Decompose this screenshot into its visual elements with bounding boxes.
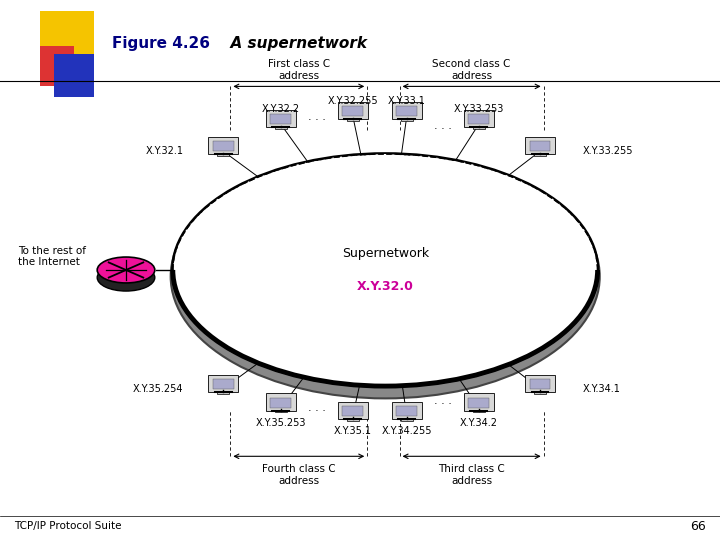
Ellipse shape — [171, 154, 600, 399]
Text: 66: 66 — [690, 520, 706, 533]
Text: X.Y.34.1: X.Y.34.1 — [583, 384, 621, 394]
Text: First class C
address: First class C address — [268, 59, 330, 81]
Text: · · ·: · · · — [434, 124, 451, 133]
Text: X.Y.35.1: X.Y.35.1 — [334, 426, 372, 436]
Text: Figure 4.26: Figure 4.26 — [112, 36, 210, 51]
FancyBboxPatch shape — [266, 110, 296, 127]
FancyBboxPatch shape — [396, 106, 418, 116]
FancyBboxPatch shape — [468, 114, 490, 124]
FancyBboxPatch shape — [208, 137, 238, 154]
Ellipse shape — [173, 154, 598, 386]
Text: A supernetwork: A supernetwork — [220, 36, 366, 51]
Text: X.Y.33.253: X.Y.33.253 — [454, 104, 504, 114]
FancyBboxPatch shape — [473, 126, 485, 129]
FancyBboxPatch shape — [534, 391, 546, 394]
FancyBboxPatch shape — [392, 402, 422, 419]
FancyBboxPatch shape — [342, 106, 364, 116]
FancyBboxPatch shape — [534, 153, 546, 156]
Bar — [40, 46, 74, 86]
Text: X.Y.35.253: X.Y.35.253 — [256, 418, 306, 428]
Text: Third class C
address: Third class C address — [438, 464, 505, 486]
Bar — [40, 11, 94, 57]
FancyBboxPatch shape — [266, 394, 296, 411]
FancyBboxPatch shape — [347, 118, 359, 121]
FancyBboxPatch shape — [338, 102, 368, 119]
Text: X.Y.34.255: X.Y.34.255 — [382, 426, 432, 436]
Text: · · ·: · · · — [434, 399, 451, 409]
Ellipse shape — [97, 264, 155, 291]
FancyBboxPatch shape — [208, 375, 238, 392]
Text: X.Y.33.255: X.Y.33.255 — [583, 146, 634, 156]
FancyBboxPatch shape — [212, 141, 234, 151]
Ellipse shape — [173, 154, 598, 386]
FancyBboxPatch shape — [473, 410, 485, 413]
FancyBboxPatch shape — [468, 398, 490, 408]
Text: X.Y.32.2: X.Y.32.2 — [262, 104, 300, 114]
Text: To the rest of
the Internet: To the rest of the Internet — [18, 246, 86, 267]
Bar — [54, 54, 94, 97]
Text: X.Y.32.0: X.Y.32.0 — [357, 280, 413, 293]
FancyBboxPatch shape — [396, 406, 418, 416]
Text: X.Y.35.254: X.Y.35.254 — [133, 384, 184, 394]
FancyBboxPatch shape — [525, 375, 555, 392]
FancyBboxPatch shape — [347, 418, 359, 421]
Text: · · ·: · · · — [308, 115, 325, 125]
FancyBboxPatch shape — [275, 126, 287, 129]
Ellipse shape — [97, 257, 155, 283]
FancyBboxPatch shape — [401, 118, 413, 121]
Text: X.Y.33.1: X.Y.33.1 — [388, 96, 426, 106]
Text: Fourth class C
address: Fourth class C address — [262, 464, 336, 486]
FancyBboxPatch shape — [338, 402, 368, 419]
Text: · · ·: · · · — [308, 407, 325, 416]
FancyBboxPatch shape — [529, 141, 551, 151]
FancyBboxPatch shape — [401, 418, 413, 421]
FancyBboxPatch shape — [342, 406, 364, 416]
FancyBboxPatch shape — [275, 410, 287, 413]
Text: Supernetwork: Supernetwork — [341, 247, 429, 260]
FancyBboxPatch shape — [392, 102, 422, 119]
Text: TCP/IP Protocol Suite: TCP/IP Protocol Suite — [14, 522, 122, 531]
FancyBboxPatch shape — [217, 391, 229, 394]
Text: Second class C
address: Second class C address — [433, 59, 510, 81]
FancyBboxPatch shape — [217, 153, 229, 156]
FancyBboxPatch shape — [270, 398, 292, 408]
FancyBboxPatch shape — [529, 379, 551, 389]
FancyBboxPatch shape — [464, 110, 494, 127]
FancyBboxPatch shape — [270, 114, 292, 124]
Text: X.Y.32.1: X.Y.32.1 — [145, 146, 184, 156]
FancyBboxPatch shape — [464, 394, 494, 411]
FancyBboxPatch shape — [212, 379, 234, 389]
FancyBboxPatch shape — [525, 137, 555, 154]
Text: X.Y.34.2: X.Y.34.2 — [460, 418, 498, 428]
Text: X.Y.32.255: X.Y.32.255 — [328, 96, 378, 106]
